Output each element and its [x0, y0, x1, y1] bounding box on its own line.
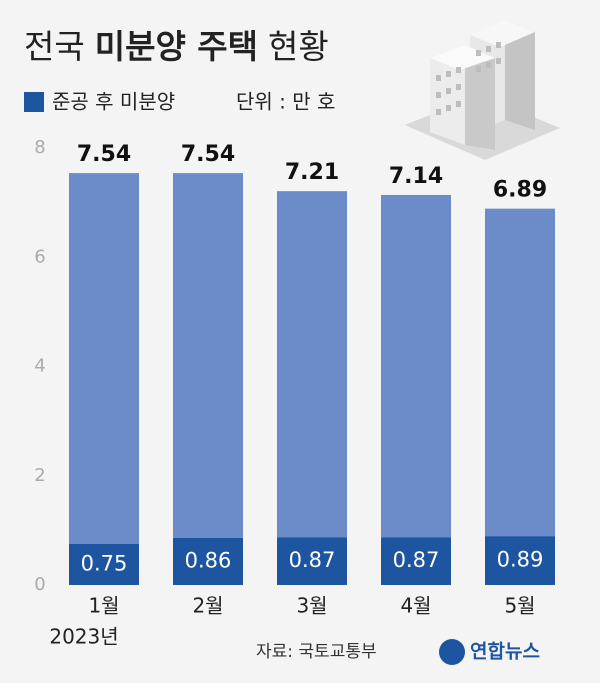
title-part: 미분양 주택 — [95, 27, 258, 66]
source: 자료: 국토교통부 — [256, 642, 377, 662]
logo: 연합뉴스 — [470, 641, 540, 663]
logo-icon — [439, 639, 465, 665]
bar — [69, 173, 139, 585]
x-tick-label: 1월 — [88, 594, 119, 618]
value-label: 7.54 — [181, 142, 235, 167]
title-part: 현황 — [268, 27, 329, 66]
legend-label: 준공 후 미분양 — [52, 90, 175, 114]
building-icon — [405, 20, 560, 160]
bar — [485, 208, 555, 586]
x-tick-label: 4월 — [400, 594, 431, 618]
value-label: 7.21 — [285, 160, 339, 185]
bar — [381, 537, 451, 585]
value-label: 7.54 — [77, 142, 131, 167]
bar — [173, 538, 243, 585]
y-tick-label: 0 — [34, 574, 45, 595]
value-label: 0.87 — [393, 548, 440, 572]
y-tick-label: 6 — [34, 246, 45, 267]
bar — [277, 537, 347, 585]
value-label: 0.87 — [289, 548, 336, 572]
value-label: 0.75 — [81, 552, 128, 576]
bar — [381, 194, 451, 586]
x-tick-label: 3월 — [296, 594, 327, 618]
x-tick-label: 5월 — [504, 594, 535, 618]
bar — [485, 536, 555, 585]
bar — [69, 544, 139, 585]
x-tick-label: 2월 — [192, 594, 223, 618]
year-label: 2023년 — [49, 625, 118, 649]
value-label: 7.14 — [389, 164, 443, 189]
chart-title: 전국 미분양 주택 현황 — [24, 27, 329, 66]
legend-swatch — [24, 92, 44, 112]
bar — [277, 191, 347, 585]
unit-label: 단위 : 만 호 — [236, 90, 335, 114]
value-label: 0.89 — [497, 548, 544, 572]
title-part: 전국 — [24, 27, 85, 66]
y-tick-label: 2 — [34, 465, 45, 486]
value-label: 6.89 — [493, 178, 547, 203]
y-tick-label: 8 — [34, 137, 45, 158]
y-tick-label: 4 — [34, 356, 45, 377]
value-label: 0.86 — [185, 549, 232, 573]
bar — [173, 173, 243, 585]
